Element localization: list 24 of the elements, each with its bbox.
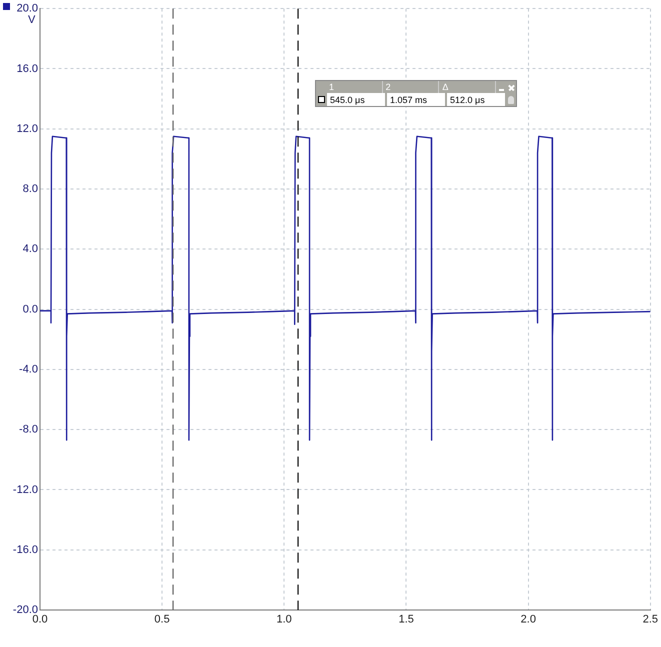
- y-tick-label: 20.0: [16, 2, 38, 15]
- y-tick-label: 8.0: [22, 183, 38, 196]
- y-tick-label: -4.0: [19, 363, 38, 376]
- annotation: 2: [382, 81, 440, 93]
- x-tick-label: 2.0: [520, 614, 536, 626]
- annotation: Δ: [439, 81, 496, 93]
- x-tick-label: 0.0: [32, 614, 48, 626]
- x-tick-label: 1.0: [276, 614, 292, 626]
- y-tick-label: -16.0: [12, 544, 38, 556]
- y-tick-label: 4.0: [22, 243, 38, 256]
- y-tick-label: -20.0: [12, 604, 38, 616]
- y-tick-label: 0.0: [22, 303, 38, 316]
- x-tick-label: 0.5: [154, 614, 170, 626]
- y-tick-label: 12.0: [16, 122, 38, 135]
- annotation: 512.0 μs: [447, 93, 505, 106]
- y-tick-label: -12.0: [12, 484, 38, 496]
- y-axis-title: V: [28, 14, 36, 26]
- x-tick-label: 1.5: [398, 614, 414, 626]
- x-tick-label: 2.5: [642, 614, 658, 626]
- y-tick-label: 16.0: [16, 62, 38, 75]
- y-tick-label: -8.0: [19, 424, 38, 436]
- annotation: 1.057 ms: [387, 93, 445, 106]
- annotation: 545.0 μs: [327, 93, 385, 106]
- annotation: 1: [326, 81, 383, 93]
